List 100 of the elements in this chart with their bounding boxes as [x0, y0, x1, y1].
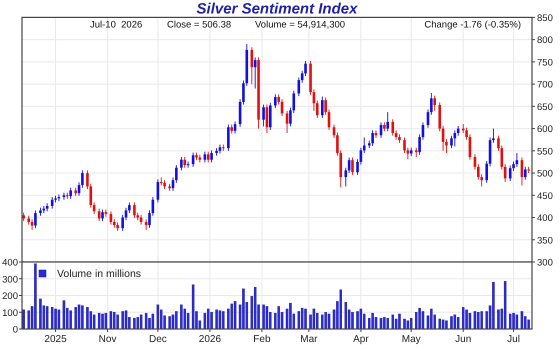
bar [39, 298, 42, 330]
bar [81, 305, 84, 330]
bar [468, 312, 472, 330]
y-tick-label: 550 [537, 146, 553, 158]
bar [386, 318, 389, 330]
candlestick [520, 157, 524, 186]
candlestick [101, 209, 104, 222]
candlestick [280, 98, 284, 117]
bar [152, 314, 154, 330]
bar [462, 307, 464, 330]
x-tick-label: 2025 [44, 334, 68, 345]
candlestick [98, 208, 100, 222]
bar [445, 320, 448, 330]
bar [222, 311, 225, 330]
bar [527, 320, 530, 330]
bar [262, 304, 265, 330]
y-tick-label: 700 [537, 80, 553, 91]
y-tick-label: 500 [537, 168, 553, 180]
bar [418, 308, 421, 330]
candlestick [227, 124, 230, 152]
candlestick [371, 130, 374, 146]
y-tick-label: 350 [537, 235, 553, 246]
bar [101, 314, 104, 330]
bar [403, 318, 406, 330]
bar [98, 312, 100, 330]
y-tick-label: 850 [537, 12, 553, 24]
bar [215, 310, 218, 330]
bar [210, 312, 213, 330]
bar [520, 311, 524, 330]
bar [172, 314, 174, 330]
candlestick [433, 95, 436, 112]
bar [356, 311, 359, 330]
bar [492, 282, 495, 330]
candlestick [391, 118, 394, 136]
y-tick-label: 750 [537, 57, 553, 68]
candlestick [144, 218, 148, 230]
bar [442, 320, 444, 330]
bar [27, 310, 30, 330]
bar [328, 314, 330, 330]
candlestick [268, 102, 272, 130]
candlestick [140, 214, 142, 226]
bar [456, 317, 460, 330]
candlestick [348, 157, 350, 174]
candlestick [156, 178, 160, 203]
bar [218, 310, 222, 330]
bar [392, 314, 394, 330]
candlestick [186, 161, 190, 168]
y-tick-label: 100 [2, 308, 18, 319]
bar [168, 316, 171, 330]
bar [90, 311, 92, 330]
bar [298, 311, 300, 330]
bar [344, 302, 348, 330]
bar [54, 308, 57, 330]
y-tick-label: 200 [2, 291, 18, 302]
bar [340, 289, 342, 330]
candlestick [516, 152, 518, 168]
bar [121, 311, 124, 330]
bar [398, 314, 401, 330]
candlestick [110, 210, 112, 226]
y-tick-label: 300 [537, 258, 553, 268]
bar [156, 304, 160, 330]
bar [477, 312, 480, 330]
bar [422, 311, 424, 330]
candlestick [34, 210, 37, 229]
candlestick [524, 166, 527, 180]
x-tick-label: Jul [507, 334, 520, 345]
bar [186, 312, 190, 330]
bar [180, 304, 183, 330]
legend-label: Volume in millions [57, 268, 142, 280]
bar [360, 308, 362, 330]
candlestick [351, 157, 354, 176]
bar [430, 308, 433, 330]
bar [92, 314, 96, 330]
bar [516, 314, 518, 330]
x-tick-label: May [402, 334, 421, 345]
bar [183, 308, 186, 330]
bar [69, 310, 72, 330]
x-tick-label: 2026 [198, 334, 222, 345]
bar [140, 314, 142, 330]
bar [438, 318, 441, 330]
candlestick [30, 218, 34, 230]
bar [512, 312, 515, 330]
bar [324, 312, 327, 330]
candlestick [266, 104, 268, 134]
candlestick [50, 196, 54, 210]
bar [289, 302, 292, 330]
bar [304, 308, 307, 330]
x-tick-label: Feb [253, 334, 271, 345]
y-tick-label: 400 [2, 258, 18, 268]
candlestick [210, 150, 213, 163]
bar [300, 308, 304, 330]
bar [110, 311, 112, 330]
bar [144, 312, 148, 330]
annotation: Change -1.76 (-0.35%) [424, 19, 521, 30]
bar [206, 308, 210, 330]
bar [58, 310, 60, 330]
candlestick [180, 156, 183, 171]
bar [22, 310, 25, 330]
x-tick-label: Jun [455, 334, 472, 345]
bar [46, 306, 48, 330]
